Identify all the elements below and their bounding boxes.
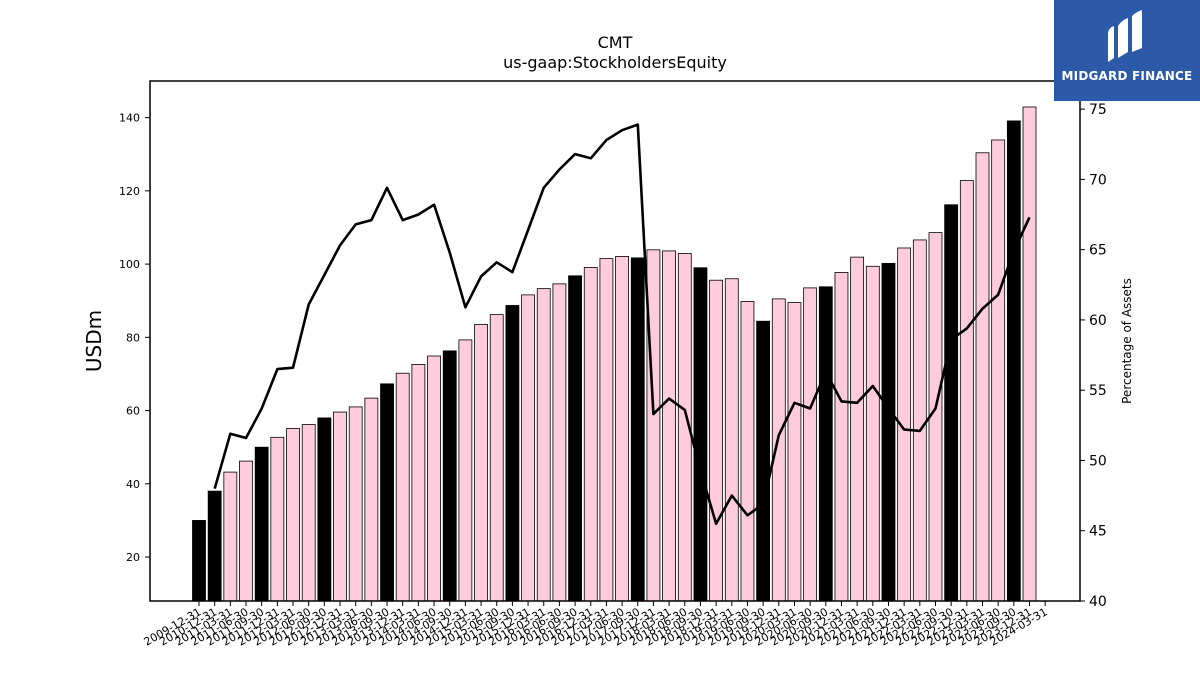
bar bbox=[662, 250, 676, 602]
bar bbox=[207, 490, 222, 602]
bar bbox=[505, 305, 520, 602]
bar bbox=[458, 339, 473, 602]
bar bbox=[380, 383, 394, 602]
y-axis-ticks: 20 40 60 80 100 120 140 bbox=[119, 112, 150, 564]
bar bbox=[521, 294, 535, 602]
y2-tick-label: 40 bbox=[1089, 594, 1107, 610]
bar bbox=[223, 471, 238, 602]
bar bbox=[740, 301, 755, 602]
bar bbox=[489, 314, 504, 602]
bar-series bbox=[192, 106, 1037, 602]
bar bbox=[599, 258, 614, 602]
chart-title: CMT bbox=[598, 33, 633, 52]
bar bbox=[270, 436, 285, 602]
bar bbox=[881, 262, 896, 602]
bar bbox=[301, 424, 316, 602]
bar bbox=[536, 288, 551, 602]
bar bbox=[1006, 120, 1021, 602]
bar bbox=[865, 265, 880, 602]
bar bbox=[803, 287, 818, 602]
y2-axis-label: Percentage of Assets bbox=[1120, 278, 1134, 404]
bar bbox=[583, 266, 598, 602]
y2-tick-label: 70 bbox=[1089, 172, 1107, 188]
y-tick-label: 60 bbox=[126, 405, 140, 418]
bar bbox=[1022, 106, 1037, 602]
bar bbox=[818, 286, 833, 602]
bar bbox=[693, 267, 708, 602]
bar bbox=[630, 257, 645, 602]
logo-text: MIDGARD FINANCE bbox=[1061, 69, 1193, 83]
bar bbox=[568, 275, 582, 602]
y2-tick-label: 45 bbox=[1089, 524, 1107, 540]
bar bbox=[709, 279, 724, 602]
bar bbox=[944, 204, 959, 602]
logo-mark-icon bbox=[1108, 10, 1142, 62]
bar bbox=[333, 411, 347, 602]
bar bbox=[850, 256, 865, 602]
x-axis-ticks: 2009-12-312010-12-312011-03-312011-06-30… bbox=[142, 601, 1050, 649]
y-tick-label: 40 bbox=[126, 478, 140, 491]
bar bbox=[552, 283, 567, 602]
y-tick-label: 120 bbox=[119, 185, 140, 198]
y2-tick-label: 60 bbox=[1089, 313, 1107, 329]
plot-frame bbox=[149, 80, 1081, 602]
bar bbox=[991, 139, 1006, 602]
percent-of-assets-line bbox=[213, 123, 1031, 526]
bar bbox=[192, 520, 206, 602]
bar bbox=[411, 364, 426, 602]
bar bbox=[442, 350, 457, 602]
y-tick-label: 140 bbox=[119, 112, 140, 125]
y2-tick-label: 55 bbox=[1089, 383, 1107, 399]
y2-tick-label: 75 bbox=[1089, 102, 1107, 118]
line-series bbox=[213, 123, 1031, 526]
bar bbox=[912, 239, 927, 602]
bar bbox=[756, 320, 771, 602]
bar bbox=[254, 446, 269, 602]
bar bbox=[427, 355, 441, 602]
y-tick-label: 80 bbox=[126, 331, 140, 344]
y-tick-label: 20 bbox=[126, 551, 140, 564]
bar bbox=[975, 152, 990, 602]
bar bbox=[787, 302, 802, 602]
bar bbox=[286, 428, 300, 602]
bar bbox=[395, 372, 410, 602]
y-axis-label: USDm bbox=[82, 310, 106, 372]
y-tick-label: 100 bbox=[119, 258, 140, 271]
bar bbox=[615, 256, 629, 602]
y2-axis-ticks: 40 45 50 55 60 65 70 75 bbox=[1080, 102, 1107, 610]
bar bbox=[646, 249, 661, 602]
bar bbox=[239, 460, 253, 602]
bar bbox=[348, 406, 363, 602]
y2-tick-label: 50 bbox=[1089, 453, 1107, 469]
bar bbox=[317, 417, 332, 602]
chart-subtitle: us-gaap:StockholdersEquity bbox=[503, 53, 727, 72]
bar bbox=[364, 397, 379, 602]
midgard-finance-logo: MIDGARD FINANCE bbox=[1054, 0, 1200, 101]
bar bbox=[834, 272, 849, 602]
bar bbox=[474, 324, 488, 602]
bar bbox=[959, 180, 974, 602]
bar bbox=[724, 278, 739, 602]
y2-tick-label: 65 bbox=[1089, 243, 1107, 259]
